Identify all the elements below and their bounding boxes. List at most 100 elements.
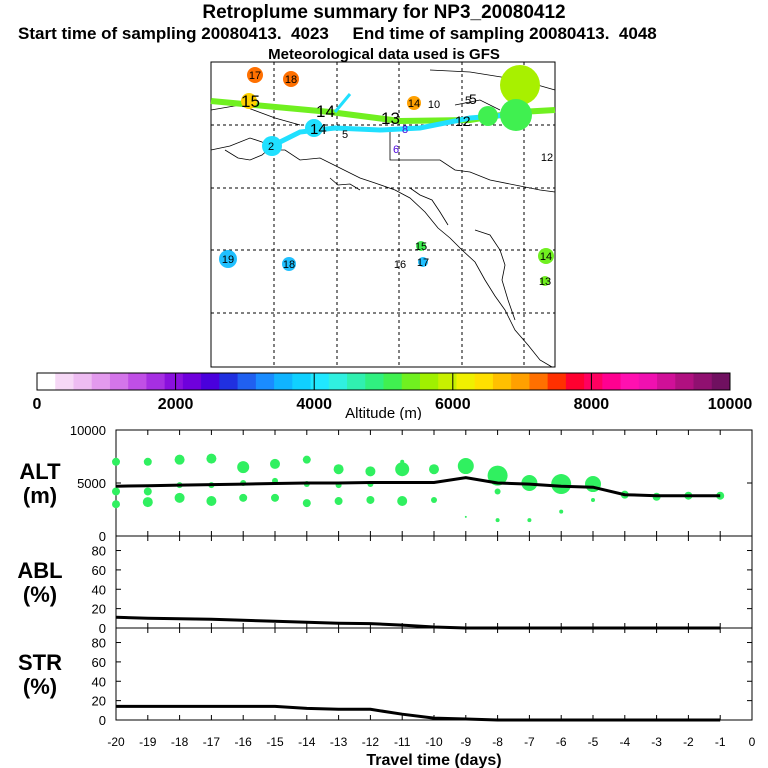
altitude-point bbox=[591, 497, 595, 502]
colorbar-tick-label: 4000 bbox=[296, 396, 332, 413]
met-data-line: Meteorological data used is GFS bbox=[268, 46, 500, 63]
str-line bbox=[116, 704, 721, 722]
altitude-point bbox=[495, 518, 500, 523]
colorbar-swatch bbox=[675, 373, 695, 390]
panel-ylabel: (%) bbox=[23, 674, 57, 699]
y-tick-label: 0 bbox=[99, 621, 106, 636]
green-label: 5 bbox=[469, 91, 477, 107]
cyan-label: 14 bbox=[310, 121, 327, 138]
colorbar-swatch bbox=[55, 373, 74, 390]
sampling-time: Start time of sampling 20080413. 4023 En… bbox=[18, 24, 657, 43]
altitude-point bbox=[112, 487, 120, 496]
altitude-point bbox=[333, 464, 344, 475]
colorbar-swatch bbox=[128, 373, 147, 390]
colorbar-swatch bbox=[401, 373, 421, 390]
time-series-panels: 1000050000ALT(m)806040200ABL(%)806040200… bbox=[17, 423, 755, 768]
y-tick-label: 80 bbox=[92, 544, 106, 559]
endpoint-cluster bbox=[500, 65, 540, 105]
colorbar-swatch bbox=[438, 373, 457, 390]
colorbar-swatch bbox=[492, 373, 512, 390]
x-tick-label: -14 bbox=[298, 735, 316, 749]
altitude-point bbox=[237, 461, 250, 474]
altitude-dot bbox=[538, 248, 554, 264]
y-tick-label: 5000 bbox=[77, 476, 106, 491]
colorbar-swatch bbox=[456, 373, 476, 390]
altitude-dot bbox=[407, 96, 421, 110]
x-tick-label: -15 bbox=[266, 735, 284, 749]
colorbar-swatch bbox=[73, 373, 93, 390]
colorbar-swatch bbox=[91, 373, 111, 390]
colorbar-swatch bbox=[237, 373, 257, 390]
altitude-point bbox=[302, 499, 311, 508]
green-label: 12 bbox=[455, 113, 471, 129]
dot-label: 17 bbox=[249, 70, 261, 82]
altitude-point bbox=[239, 493, 248, 502]
x-tick-label: -9 bbox=[460, 735, 471, 749]
altitude-point bbox=[365, 466, 376, 477]
endpoint-cluster bbox=[478, 106, 498, 126]
colorbar-swatch bbox=[419, 373, 439, 390]
altitude-point bbox=[112, 457, 120, 466]
colorbar-swatch bbox=[219, 373, 239, 390]
altitude-point bbox=[143, 487, 152, 496]
altitude-dot bbox=[416, 241, 426, 251]
cyan-label: 8 bbox=[402, 124, 408, 136]
cyan-label: 6 bbox=[393, 144, 399, 156]
altitude-point bbox=[464, 515, 467, 518]
colorbar-swatch bbox=[274, 373, 293, 390]
altitude-point bbox=[527, 518, 532, 523]
colorbar-tick-label: 10000 bbox=[708, 396, 753, 413]
colorbar-swatch bbox=[164, 373, 184, 390]
altitude-point bbox=[395, 462, 410, 477]
dot-label: 5 bbox=[465, 95, 471, 107]
x-tick-label: -8 bbox=[492, 735, 503, 749]
panel-ylabel: ABL bbox=[17, 558, 62, 583]
altitude-dot bbox=[283, 71, 299, 87]
x-tick-label: -16 bbox=[235, 735, 253, 749]
abl-line bbox=[115, 615, 721, 630]
altitude-point bbox=[271, 493, 279, 502]
map-labels: 15 14 13 12 5 14 5 2 68 17 18 14 10 5 12 19 18 16 17 15 14 13 bbox=[219, 67, 554, 288]
dot-label: 10 bbox=[428, 99, 440, 111]
x-tick-label: -12 bbox=[362, 735, 380, 749]
colorbar-swatch bbox=[365, 373, 384, 390]
colorbar-swatch bbox=[474, 373, 494, 390]
colorbar-swatch bbox=[182, 373, 202, 390]
y-tick-label: 0 bbox=[99, 713, 106, 728]
x-tick-label: -6 bbox=[556, 735, 567, 749]
dot-label: 14 bbox=[540, 251, 552, 263]
cyan-label: 2 bbox=[268, 141, 274, 153]
colorbar-swatch bbox=[693, 373, 713, 390]
colorbar-swatch bbox=[201, 373, 220, 390]
trajectory-map: 15 14 13 12 5 14 5 2 68 17 18 14 10 5 12 19 18 16 17 15 14 13 bbox=[210, 61, 556, 368]
altitude-dot bbox=[418, 257, 428, 267]
dot-label: 13 bbox=[539, 276, 551, 288]
altitude-point bbox=[334, 497, 343, 506]
colorbar-swatch bbox=[711, 373, 731, 390]
x-tick-label: -17 bbox=[203, 735, 221, 749]
altitude-point bbox=[397, 496, 408, 507]
colorbar-swatch bbox=[383, 373, 403, 390]
altitude-point bbox=[206, 496, 217, 507]
colorbar-swatch bbox=[529, 373, 549, 390]
x-tick-label: -3 bbox=[651, 735, 662, 749]
cyan-point bbox=[305, 119, 323, 137]
altitude-point bbox=[431, 496, 437, 503]
dot-label: 12 bbox=[541, 152, 553, 164]
y-tick-label: 40 bbox=[92, 582, 106, 597]
y-tick-label: 60 bbox=[92, 563, 106, 578]
colorbar-swatch bbox=[37, 373, 56, 390]
x-tick-label: -20 bbox=[107, 735, 125, 749]
x-tick-label: -13 bbox=[330, 735, 348, 749]
y-tick-label: 20 bbox=[92, 602, 106, 617]
panel-ylabel: ALT bbox=[19, 459, 61, 484]
y-tick-label: 0 bbox=[99, 529, 106, 544]
colorbar-label: Altitude (m) bbox=[345, 405, 422, 420]
cyan-origin bbox=[262, 136, 282, 156]
colorbar-swatch bbox=[347, 373, 366, 390]
dot-label: 17 bbox=[417, 257, 429, 269]
colorbar-swatch bbox=[602, 373, 622, 390]
colorbar-swatch bbox=[146, 373, 166, 390]
altitude-dot bbox=[247, 67, 263, 83]
cyan-trajectory bbox=[270, 111, 521, 149]
